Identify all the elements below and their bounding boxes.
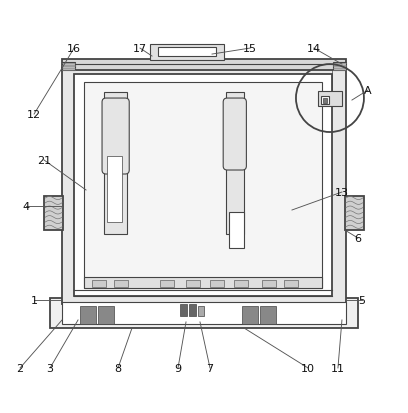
Bar: [62, 60, 346, 71]
FancyBboxPatch shape: [102, 99, 129, 175]
Bar: [210, 280, 224, 287]
Bar: [180, 304, 187, 316]
Bar: [107, 157, 122, 223]
Bar: [98, 306, 114, 324]
Bar: [62, 69, 346, 304]
Bar: [104, 93, 127, 235]
Bar: [189, 304, 196, 316]
Bar: [62, 302, 346, 324]
Bar: [84, 83, 322, 288]
Bar: [150, 45, 224, 61]
Bar: [92, 280, 106, 287]
Bar: [160, 280, 174, 287]
FancyBboxPatch shape: [223, 99, 246, 171]
Text: 14: 14: [307, 44, 321, 54]
Text: 15: 15: [243, 44, 257, 54]
Bar: [44, 197, 63, 230]
Text: 3: 3: [47, 363, 53, 373]
Bar: [333, 63, 346, 71]
Text: 10: 10: [301, 363, 315, 373]
Bar: [84, 277, 322, 288]
Bar: [242, 306, 258, 324]
Text: 1: 1: [31, 295, 38, 305]
Bar: [229, 212, 244, 248]
Bar: [74, 75, 332, 296]
Bar: [62, 63, 75, 71]
Bar: [318, 92, 342, 107]
Text: 21: 21: [37, 156, 51, 166]
Bar: [80, 306, 96, 324]
Text: A: A: [364, 86, 372, 96]
Bar: [284, 280, 298, 287]
Bar: [260, 306, 276, 324]
Text: 16: 16: [67, 44, 81, 54]
Bar: [323, 99, 327, 104]
Bar: [50, 298, 358, 328]
Text: 11: 11: [331, 363, 345, 373]
Bar: [226, 93, 244, 235]
Bar: [321, 96, 329, 105]
Text: 4: 4: [22, 202, 30, 211]
Text: 2: 2: [16, 363, 24, 373]
Bar: [197, 306, 204, 316]
Text: 7: 7: [206, 363, 213, 373]
Text: 13: 13: [335, 188, 349, 197]
Bar: [114, 280, 128, 287]
Text: 5: 5: [359, 295, 366, 305]
Text: 17: 17: [133, 44, 147, 54]
Bar: [158, 48, 216, 57]
Text: 8: 8: [115, 363, 122, 373]
Bar: [262, 280, 276, 287]
Text: 9: 9: [175, 363, 182, 373]
Bar: [186, 280, 200, 287]
Bar: [234, 280, 248, 287]
Text: 6: 6: [355, 233, 361, 243]
Text: 12: 12: [27, 110, 41, 120]
Bar: [345, 197, 364, 230]
